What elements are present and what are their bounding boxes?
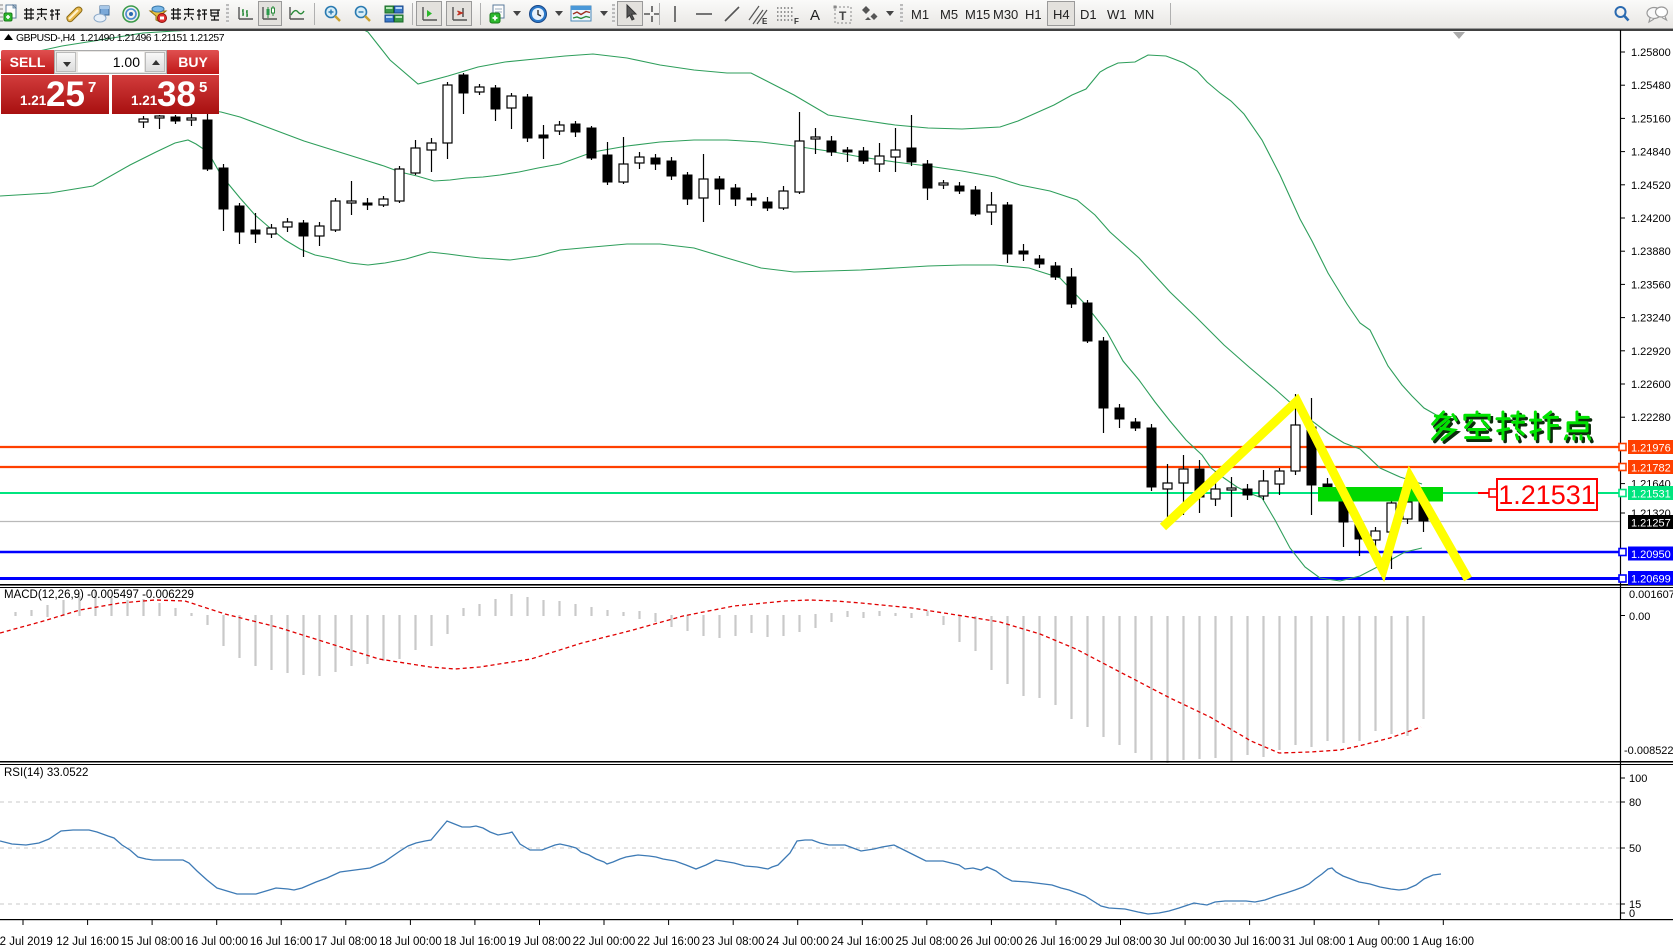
svg-text:1.21531: 1.21531 — [1631, 489, 1671, 501]
svg-text:50: 50 — [1629, 843, 1641, 855]
svg-text:1.20699: 1.20699 — [1631, 574, 1671, 586]
svg-text:16 Jul 00:00: 16 Jul 00:00 — [185, 936, 248, 948]
svg-text:12 Jul 16:00: 12 Jul 16:00 — [56, 936, 119, 948]
svg-text:31 Jul 08:00: 31 Jul 08:00 — [1283, 936, 1346, 948]
svg-text:18 Jul 16:00: 18 Jul 16:00 — [444, 936, 507, 948]
svg-text:15: 15 — [1629, 899, 1641, 911]
svg-text:1.25800: 1.25800 — [1631, 47, 1671, 59]
svg-text:E: E — [762, 17, 768, 26]
svg-text:1.23240: 1.23240 — [1631, 313, 1671, 325]
svg-text:0: 0 — [1629, 908, 1635, 920]
svg-text:100: 100 — [1629, 773, 1647, 785]
svg-text:GBPUSD-,H4 1.21490 1.21496 1.: GBPUSD-,H4 1.21490 1.21496 1.21151 1.212… — [16, 33, 225, 44]
svg-text:24 Jul 00:00: 24 Jul 00:00 — [766, 936, 829, 948]
svg-text:0.00: 0.00 — [1629, 611, 1650, 623]
svg-text:16 Jul 16:00: 16 Jul 16:00 — [250, 936, 313, 948]
svg-text:12 Jul 2019: 12 Jul 2019 — [0, 936, 53, 948]
svg-text:1.25160: 1.25160 — [1631, 113, 1671, 125]
svg-text:17 Jul 08:00: 17 Jul 08:00 — [314, 936, 377, 948]
svg-text:-0.008522: -0.008522 — [1624, 745, 1673, 757]
svg-text:1.24200: 1.24200 — [1631, 213, 1671, 225]
svg-text:1.23560: 1.23560 — [1631, 279, 1671, 291]
svg-text:1 Aug 16:00: 1 Aug 16:00 — [1413, 936, 1474, 948]
svg-text:24 Jul 16:00: 24 Jul 16:00 — [831, 936, 894, 948]
svg-text:29 Jul 08:00: 29 Jul 08:00 — [1089, 936, 1152, 948]
svg-text:25 Jul 08:00: 25 Jul 08:00 — [895, 936, 958, 948]
svg-text:1.21257: 1.21257 — [1631, 518, 1671, 530]
svg-text:23 Jul 08:00: 23 Jul 08:00 — [702, 936, 765, 948]
svg-text:MACD(12,26,9) -0.005497 -0.006: MACD(12,26,9) -0.005497 -0.006229 — [4, 589, 194, 601]
svg-text:15 Jul 08:00: 15 Jul 08:00 — [121, 936, 184, 948]
svg-text:1.21782: 1.21782 — [1631, 463, 1671, 475]
svg-text:26 Jul 00:00: 26 Jul 00:00 — [960, 936, 1023, 948]
svg-text:22 Jul 16:00: 22 Jul 16:00 — [637, 936, 700, 948]
svg-text:30 Jul 00:00: 30 Jul 00:00 — [1154, 936, 1217, 948]
svg-text:1.23880: 1.23880 — [1631, 246, 1671, 258]
svg-text:RSI(14) 33.0522: RSI(14) 33.0522 — [4, 767, 88, 779]
svg-text:26 Jul 16:00: 26 Jul 16:00 — [1025, 936, 1088, 948]
svg-text:F: F — [794, 17, 799, 26]
svg-text:1.25480: 1.25480 — [1631, 80, 1671, 92]
svg-text:1.24520: 1.24520 — [1631, 180, 1671, 192]
svg-text:1.21531: 1.21531 — [1498, 480, 1596, 510]
svg-text:18 Jul 00:00: 18 Jul 00:00 — [379, 936, 442, 948]
svg-text:1.20950: 1.20950 — [1631, 549, 1671, 561]
svg-text:T: T — [839, 9, 847, 23]
svg-text:1.22600: 1.22600 — [1631, 379, 1671, 391]
svg-text:30 Jul 16:00: 30 Jul 16:00 — [1218, 936, 1281, 948]
svg-text:1.21976: 1.21976 — [1631, 443, 1671, 455]
svg-text:1.22920: 1.22920 — [1631, 346, 1671, 358]
svg-text:1 Aug 00:00: 1 Aug 00:00 — [1348, 936, 1409, 948]
svg-text:0.001607: 0.001607 — [1629, 589, 1673, 601]
svg-text:1.22280: 1.22280 — [1631, 412, 1671, 424]
svg-text:22 Jul 00:00: 22 Jul 00:00 — [573, 936, 636, 948]
svg-text:1.24840: 1.24840 — [1631, 147, 1671, 159]
svg-text:80: 80 — [1629, 797, 1641, 809]
svg-text:19 Jul 08:00: 19 Jul 08:00 — [508, 936, 571, 948]
